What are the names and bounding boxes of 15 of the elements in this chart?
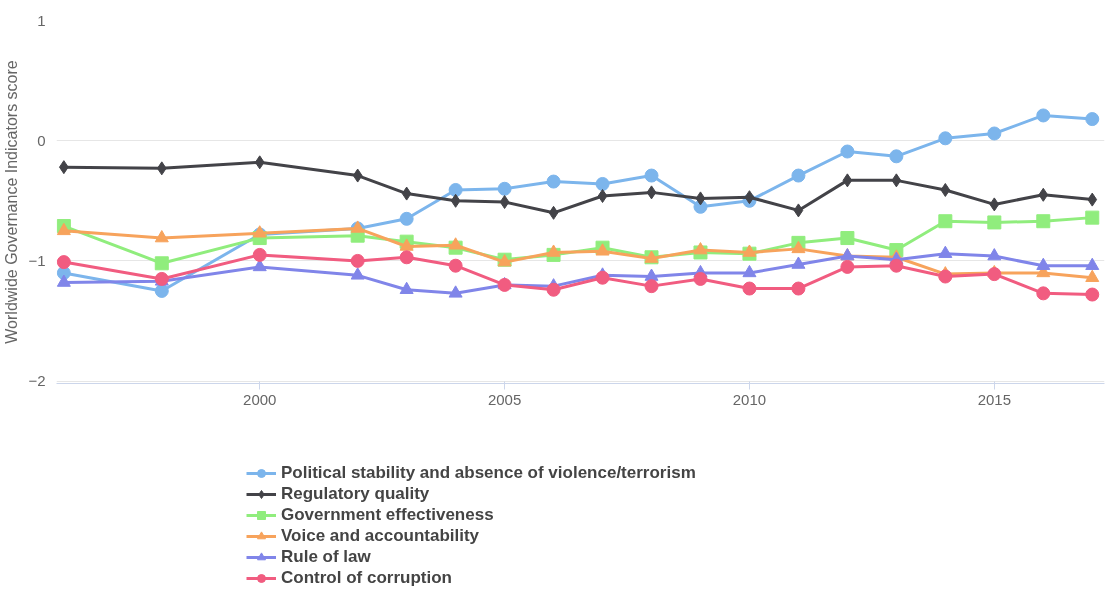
y-tick-label: 0 — [37, 131, 46, 149]
y-axis-title: Worldwide Governance Indicators score — [3, 60, 21, 344]
x-tick-label: 2000 — [243, 390, 277, 408]
legend-label: Government effectiveness — [281, 505, 494, 525]
x-tick-label: 2010 — [732, 390, 767, 408]
legend-label: Regulatory quality — [281, 484, 430, 504]
y-tick-label: −2 — [28, 372, 46, 390]
y-tick-label: −1 — [28, 251, 46, 269]
x-tick-label: 2015 — [977, 390, 1011, 408]
legend-label: Political stability and absence of violence/terrorism — [281, 463, 696, 483]
x-tick-label: 2005 — [487, 390, 522, 408]
legend-label: Rule of law — [281, 547, 371, 567]
legend-label: Control of corruption — [281, 568, 452, 588]
legend-label: Voice and accountability — [281, 526, 480, 546]
y-tick-label: 1 — [37, 11, 46, 29]
